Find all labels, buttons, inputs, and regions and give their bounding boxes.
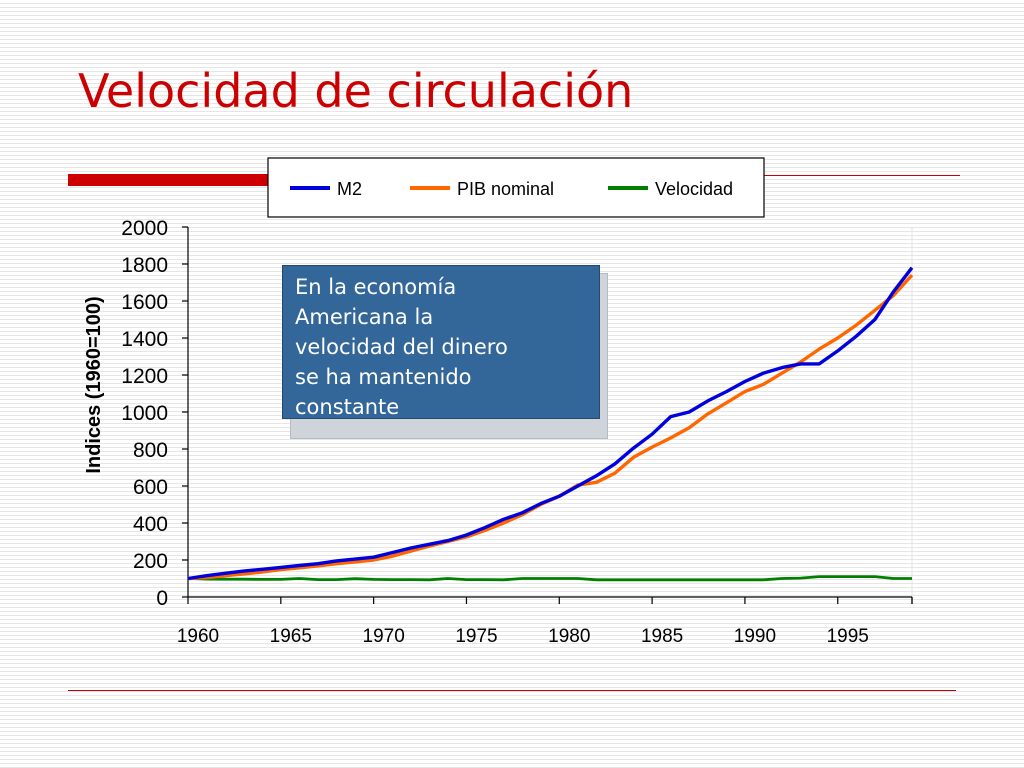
y-tick-label: 1200 [121,365,168,388]
x-tick-label: 1985 [641,626,683,647]
callout-box: En la economía Americana la velocidad de… [282,265,600,419]
y-tick-label: 600 [133,476,168,499]
y-axis-label: Indices (1960=100) [83,296,105,473]
x-axis: 1960 1965 1970 1975 1980 1985 1990 1995 [177,596,913,647]
y-tick-label: 0 [156,587,168,610]
footer-rule [68,690,956,691]
series-lines [187,266,914,582]
series-line-velocidad [187,575,912,582]
y-axis: 0 200 400 600 800 1000 1200 1400 1600 1800 2000 [121,217,913,610]
y-tick-label: 1800 [121,254,168,277]
slide-title: Velocidad de circulación [78,64,634,118]
callout-line: se ha mantenido [295,365,472,389]
x-tick-label: 1965 [270,626,312,647]
legend-label: PIB nominal [457,179,554,199]
legend-label: M2 [337,179,362,199]
legend-label: Velocidad [655,179,733,199]
callout-line: constante [295,395,400,419]
y-tick-label: 200 [133,550,168,573]
callout-line: velocidad del dinero [295,335,508,359]
y-tick-label: 400 [133,513,168,536]
x-tick-label: 1995 [827,626,869,647]
x-tick-label: 1970 [363,626,405,647]
y-tick-label: 1600 [121,291,168,314]
x-tick-label: 1960 [177,626,219,647]
x-tick-label: 1990 [734,626,776,647]
callout-line: En la economía [295,275,457,299]
title-accent-bar [68,174,278,186]
legend: M2 PIB nominal Velocidad [267,157,765,218]
y-tick-label: 800 [133,439,168,462]
y-tick-label: 1400 [121,328,168,351]
y-tick-label: 2000 [121,217,168,240]
y-tick-label: 1000 [121,402,168,425]
series-line-m2 [187,266,914,581]
callout-line: Americana la [295,305,434,329]
x-tick-label: 1980 [548,626,590,647]
legend-box [267,157,765,218]
x-tick-label: 1975 [455,626,497,647]
